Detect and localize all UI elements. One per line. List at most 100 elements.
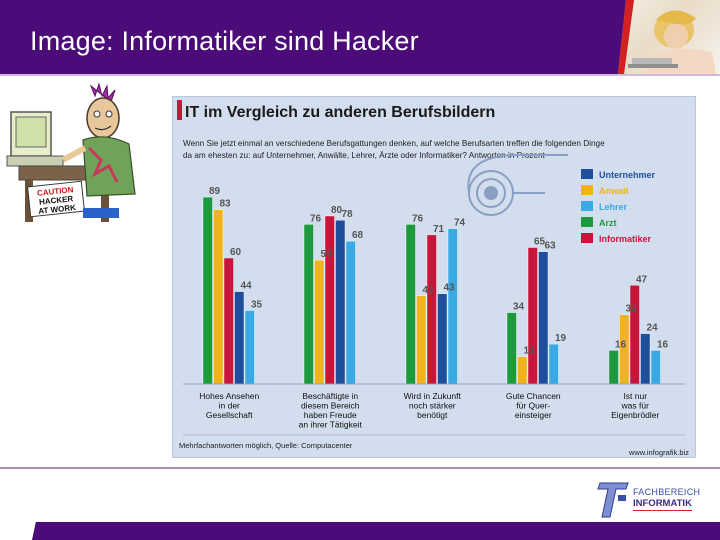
legend-label-informatiker: Informatiker [599,234,652,244]
bar-3-anwalt [416,295,427,385]
logo-text-line2: INFORMATIK [633,498,692,511]
caution-sign-line3: AT WORK [38,203,77,216]
woman-with-laptop-image [612,0,716,74]
bar-4-lehrer [548,343,559,385]
value-label-4-arzt: 34 [513,302,525,313]
bar-chart: IT im Vergleich zu anderen Berufsbildern… [177,100,689,457]
bar-3-unternehmer [437,293,448,385]
chart-panel: IT im Vergleich zu anderen Berufsbildern… [172,96,696,458]
value-label-3-lehrer: 74 [454,218,466,229]
category-label-1-line3: Gesellschaft [206,410,253,420]
target-decoration [467,154,568,216]
bar-1-informatiker [223,257,234,385]
category-label-4-line1: Gute Chancen [506,391,561,401]
value-label-4-unternehmer: 63 [545,241,557,252]
page-title: Image: Informatiker sind Hacker [30,26,419,56]
legend-swatch-informatiker [581,233,593,243]
legend-swatch-anwalt [581,185,593,195]
value-label-3-unternehmer: 43 [444,283,456,294]
bar-1-lehrer [244,310,255,385]
bar-5-informatiker [629,285,640,385]
value-label-2-anwalt: 59 [321,249,333,260]
category-label-4-line2: für Quer- [516,401,550,411]
category-label-5-line3: Eigenbrödler [611,410,659,420]
value-label-1-arzt: 89 [209,186,221,197]
value-label-4-lehrer: 19 [555,333,567,344]
category-label-3-line3: benötigt [417,410,448,420]
value-label-2-lehrer: 68 [352,230,364,241]
value-label-2-informatiker: 80 [331,205,343,216]
bar-3-informatiker [426,234,437,385]
bars [202,196,661,385]
logo-text-line1: FACHBEREICH [633,487,701,497]
value-label-4-anwalt: 13 [524,346,536,357]
bar-2-informatiker [324,215,335,385]
bar-1-arzt [202,196,213,385]
bar-5-unternehmer [640,333,651,385]
value-label-3-informatiker: 71 [433,224,445,235]
value-label-5-lehrer: 16 [657,339,669,350]
chart-subtitle-line2: da am ehesten zu: auf Unternehmer, Anwäl… [183,150,546,160]
category-label-4-line3: einsteiger [515,410,552,420]
value-label-5-arzt: 16 [615,339,627,350]
bar-1-anwalt [213,209,224,385]
category-label-2-line2: diesem Bereich [301,401,360,411]
category-label-2-line1: Beschäftigte in [302,391,358,401]
chart-title: IT im Vergleich zu anderen Berufsbildern [185,104,495,121]
value-label-3-arzt: 76 [412,213,424,224]
bar-4-anwalt [517,356,528,385]
value-label-1-anwalt: 83 [220,199,232,210]
category-label-1-line1: Hohes Ansehen [199,391,259,401]
value-label-5-unternehmer: 24 [647,323,659,334]
chart-subtitle-line1: Wenn Sie jetzt einmal an verschiedene Be… [183,139,605,148]
category-label-1-line2: in der [219,401,240,411]
footer-divider [0,467,720,469]
legend-label-arzt: Arzt [599,218,617,228]
legend: Unternehmer Anwalt Lehrer Arzt Informatiker [581,169,656,244]
bar-5-lehrer [650,350,661,385]
value-label-4-informatiker: 65 [534,237,546,248]
bar-4-unternehmer [538,251,549,385]
value-label-1-lehrer: 35 [251,300,263,311]
legend-label-lehrer: Lehrer [599,202,628,212]
legend-swatch-unternehmer [581,169,593,179]
category-label-5-line1: Ist nur [623,391,647,401]
category-label-5-line2: was für [621,401,650,411]
value-label-1-informatiker: 60 [230,247,242,258]
category-label-2-line4: an ihrer Tätigkeit [299,420,363,430]
legend-swatch-lehrer [581,201,593,211]
value-label-2-unternehmer: 78 [342,209,354,220]
footer-bar [32,522,720,540]
fachbereich-logo: FACHBEREICH INFORMATIK [596,479,708,519]
bar-5-arzt [608,350,619,385]
value-label-2-arzt: 76 [310,213,322,224]
legend-swatch-arzt [581,217,593,227]
bar-2-lehrer [345,240,356,385]
category-label-3-line1: Wird in Zukunft [404,391,462,401]
bar-4-arzt [506,312,517,385]
chart-credit: www.infografik.biz [628,448,689,457]
hacker-cartoon-image: CAUTION HACKER AT WORK [6,82,136,222]
bar-2-arzt [303,224,314,385]
category-label-2-line3: haben Freude [304,410,357,420]
header-divider [0,74,720,76]
chart-footnote: Mehrfachantworten möglich, Quelle: Compu… [179,441,353,450]
hacker-clipart: CAUTION HACKER AT WORK [5,82,147,230]
legend-label-unternehmer: Unternehmer [599,170,656,180]
caution-sign-line2: HACKER [39,194,74,207]
title-accent [177,100,182,120]
value-label-1-unternehmer: 44 [241,281,253,292]
category-label-3-line2: noch stärker [409,401,456,411]
bar-2-unternehmer [335,219,346,385]
legend-label-anwalt: Anwalt [599,186,629,196]
title-bar: Image: Informatiker sind Hacker [0,0,720,74]
value-label-3-anwalt: 42 [423,285,435,296]
fb-logo-icon [597,482,629,518]
value-labels: 89 83 60 44 35 76 59 80 78 68 76 42 71 43 74 34 13 65 63 19… [209,186,669,357]
header-photo [612,0,720,74]
value-label-5-anwalt: 33 [626,304,638,315]
bar-2-anwalt [314,259,325,385]
bar-4-informatiker [527,247,538,385]
bar-1-unternehmer [234,291,245,385]
